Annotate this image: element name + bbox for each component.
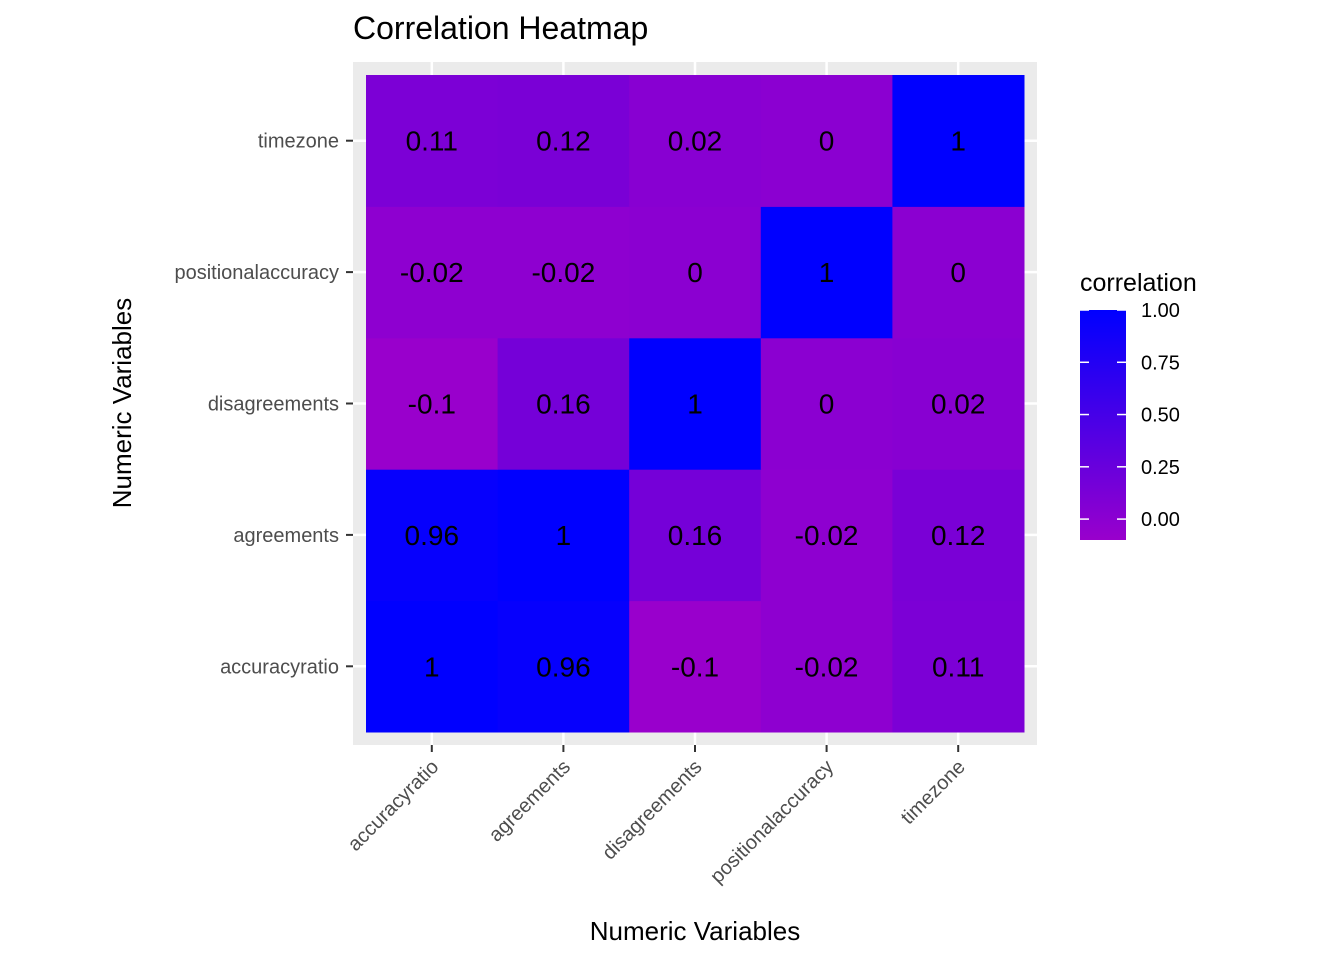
legend: correlation 1.00 0.75 0.50 0.25 0.00 [1080, 269, 1197, 540]
cell-label-agreements-accuracyratio: 0.96 [536, 651, 591, 682]
y-tick-label-agreements: agreements [233, 525, 339, 547]
cell-label-positionalaccuracy-timezone: 0 [819, 126, 835, 157]
legend-break-label: 0.25 [1141, 457, 1180, 479]
cell-label-timezone-agreements: 0.12 [931, 520, 986, 551]
cell-positionalaccuracy-positionalaccuracy [760, 206, 893, 339]
legend-ticks: 1.00 0.75 0.50 0.25 0.00 [1080, 300, 1180, 531]
cell-timezone-accuracyratio [892, 600, 1025, 733]
cell-timezone-disagreements [892, 337, 1025, 470]
y-axis-title: Numeric Variables [107, 298, 137, 508]
cell-agreements-agreements [497, 469, 630, 602]
y-tick-label-accuracyratio: accuracyratio [220, 656, 339, 678]
heatmap-cell-labels: 1 0.96 -0.1 -0.02 0.11 0.96 1 0.16 -0.02 0.12 -0.1… [400, 126, 986, 683]
cell-label-agreements-positionalaccuracy: -0.02 [531, 257, 595, 288]
cell-label-agreements-timezone: 0.12 [536, 126, 591, 157]
cell-timezone-positionalaccuracy [892, 206, 1025, 339]
cell-label-positionalaccuracy-agreements: -0.02 [795, 520, 859, 551]
cell-label-timezone-positionalaccuracy: 0 [950, 257, 966, 288]
cell-timezone-timezone [892, 75, 1025, 207]
x-tick-label-positionalaccuracy: positionalaccuracy [706, 756, 838, 888]
cell-positionalaccuracy-agreements [760, 469, 893, 602]
x-tick-label-accuracyratio: accuracyratio [344, 756, 444, 856]
cell-timezone-agreements [892, 469, 1025, 602]
heatmap-cells [366, 75, 1025, 733]
cell-positionalaccuracy-disagreements [760, 337, 893, 470]
cell-label-disagreements-positionalaccuracy: 0 [687, 257, 703, 288]
cell-positionalaccuracy-timezone [760, 75, 893, 207]
cell-accuracyratio-disagreements [366, 337, 499, 470]
cell-positionalaccuracy-accuracyratio [760, 600, 893, 733]
x-tick-label-timezone: timezone [897, 756, 970, 829]
cell-accuracyratio-timezone [366, 75, 499, 207]
cell-label-accuracyratio-disagreements: -0.1 [408, 389, 456, 420]
cell-disagreements-disagreements [629, 337, 762, 470]
cell-label-accuracyratio-accuracyratio: 1 [424, 651, 440, 682]
cell-label-positionalaccuracy-positionalaccuracy: 1 [819, 257, 835, 288]
legend-colorbar [1080, 310, 1126, 540]
cell-agreements-accuracyratio [497, 600, 630, 733]
chart-title: Correlation Heatmap [353, 10, 648, 46]
x-axis-ticks: accuracyratio agreements disagreements posi… [344, 745, 970, 888]
cell-label-disagreements-disagreements: 1 [687, 389, 703, 420]
cell-agreements-positionalaccuracy [497, 206, 630, 339]
cell-accuracyratio-accuracyratio [366, 600, 499, 733]
cell-label-accuracyratio-agreements: 0.96 [405, 520, 460, 551]
x-tick-label-disagreements: disagreements [598, 756, 706, 864]
cell-label-positionalaccuracy-disagreements: 0 [819, 389, 835, 420]
cell-label-disagreements-timezone: 0.02 [668, 126, 723, 157]
legend-title: correlation [1080, 269, 1197, 297]
legend-break-label: 1.00 [1141, 300, 1180, 322]
cell-agreements-disagreements [497, 337, 630, 470]
x-axis-title: Numeric Variables [590, 916, 800, 946]
cell-label-disagreements-accuracyratio: -0.1 [671, 651, 719, 682]
cell-label-positionalaccuracy-accuracyratio: -0.02 [795, 651, 859, 682]
legend-break-label: 0.50 [1141, 405, 1180, 427]
cell-label-timezone-accuracyratio: 0.11 [932, 651, 984, 682]
cell-label-agreements-agreements: 1 [556, 520, 572, 551]
y-tick-label-timezone: timezone [258, 131, 339, 153]
cell-accuracyratio-positionalaccuracy [366, 206, 499, 339]
cell-label-agreements-disagreements: 0.16 [536, 389, 591, 420]
cell-label-accuracyratio-positionalaccuracy: -0.02 [400, 257, 464, 288]
cell-label-accuracyratio-timezone: 0.11 [406, 126, 458, 157]
cell-disagreements-agreements [629, 469, 762, 602]
y-axis-ticks: accuracyratio agreements disagreements posi… [174, 131, 353, 678]
x-tick-label-agreements: agreements [485, 756, 575, 846]
legend-break-label: 0.00 [1141, 509, 1180, 531]
cell-accuracyratio-agreements [366, 469, 499, 602]
y-tick-label-disagreements: disagreements [208, 394, 339, 416]
cell-disagreements-timezone [629, 75, 762, 207]
cell-label-disagreements-agreements: 0.16 [668, 520, 723, 551]
cell-label-timezone-timezone: 1 [950, 126, 966, 157]
cell-disagreements-accuracyratio [629, 600, 762, 733]
cell-agreements-timezone [497, 75, 630, 207]
legend-break-label: 0.75 [1141, 352, 1180, 374]
y-tick-label-positionalaccuracy: positionalaccuracy [174, 262, 339, 284]
cell-label-timezone-disagreements: 0.02 [931, 389, 986, 420]
cell-disagreements-positionalaccuracy [629, 206, 762, 339]
